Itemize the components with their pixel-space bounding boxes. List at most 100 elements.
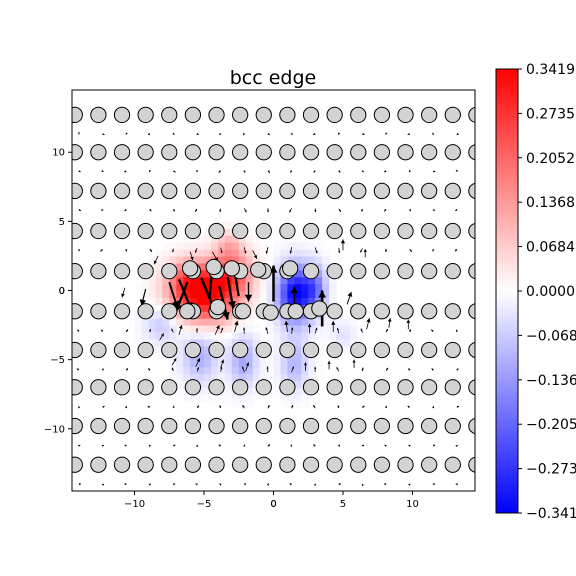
- small-arrow: [101, 169, 104, 173]
- small-arrow: [336, 366, 340, 372]
- field-cell: [204, 331, 212, 340]
- small-arrow: [336, 327, 340, 334]
- atom: [255, 456, 272, 473]
- small-arrow: [195, 328, 199, 333]
- atom: [137, 303, 154, 320]
- field-cell: [190, 283, 198, 292]
- field-cell: [280, 318, 288, 326]
- field-cell: [259, 249, 268, 257]
- field-cell: [266, 290, 275, 299]
- atom: [444, 303, 461, 320]
- field-cell: [204, 242, 212, 250]
- field-cell: [322, 255, 330, 264]
- field-cell: [231, 373, 240, 381]
- field-cell: [287, 297, 295, 305]
- atom: [255, 106, 272, 124]
- field-cell: [266, 373, 275, 381]
- atom: [279, 341, 296, 359]
- field-cell: [155, 276, 163, 285]
- displacement-arrow: [178, 324, 183, 335]
- field-cell: [273, 255, 282, 264]
- field-cell: [315, 262, 323, 271]
- field-cell: [322, 338, 330, 347]
- field-cell: [148, 290, 156, 299]
- field-cell: [308, 325, 316, 333]
- field-cell: [204, 297, 212, 305]
- field-cell: [134, 318, 143, 326]
- atom: [468, 144, 475, 161]
- field-cell: [280, 242, 288, 250]
- field-cell: [315, 283, 323, 292]
- field-cell: [294, 249, 302, 257]
- small-arrow: [78, 405, 81, 409]
- small-arrow: [125, 329, 129, 333]
- field-cell: [176, 345, 184, 354]
- displacement-arrow: [220, 359, 225, 369]
- field-cell: [204, 249, 212, 257]
- field-cell: [176, 387, 184, 395]
- atom: [161, 417, 178, 435]
- field-cell: [329, 283, 337, 292]
- colorbar-tick-label: 0.3419: [526, 62, 575, 78]
- x-tick-label: 5: [340, 499, 346, 510]
- atom: [184, 417, 202, 435]
- atom: [420, 106, 438, 124]
- atom: [302, 144, 320, 161]
- field-cell: [231, 249, 240, 257]
- field-cell: [252, 394, 261, 402]
- small-arrow: [149, 169, 152, 173]
- field-cell: [259, 283, 268, 292]
- field-cell: [287, 235, 295, 243]
- displacement-arrow: [189, 251, 194, 261]
- field-cell: [183, 235, 191, 243]
- small-arrow: [408, 208, 412, 212]
- small-arrow: [361, 367, 364, 372]
- atom: [444, 262, 461, 280]
- atom: [90, 106, 107, 124]
- field-cell: [210, 325, 219, 333]
- field-cell: [162, 325, 170, 333]
- field-cell: [183, 352, 191, 361]
- atom: [113, 182, 131, 200]
- field-cell: [294, 318, 302, 326]
- field-cell: [155, 352, 163, 361]
- atom: [302, 222, 320, 240]
- colorbar-gradient: [495, 68, 519, 514]
- small-arrow: [384, 444, 387, 447]
- small-arrow: [102, 405, 105, 409]
- atom: [232, 144, 249, 161]
- small-arrow: [361, 170, 364, 173]
- small-arrow: [171, 367, 174, 372]
- atom: [279, 144, 296, 161]
- field-cell: [252, 283, 261, 292]
- field-cell: [155, 249, 163, 257]
- small-arrow: [383, 483, 387, 486]
- field-cell: [134, 338, 143, 347]
- field-cell: [231, 290, 240, 299]
- small-arrow: [456, 132, 459, 136]
- field-cell: [155, 318, 163, 326]
- field-cell: [231, 338, 240, 347]
- atom: [137, 106, 154, 124]
- y-tick-label: 0: [59, 286, 65, 297]
- field-cell: [252, 373, 261, 381]
- field-cell: [336, 331, 344, 340]
- displacement-arrow: [327, 361, 331, 370]
- small-arrow: [194, 247, 198, 253]
- atom: [161, 106, 178, 124]
- atom: [373, 182, 391, 200]
- field-cell: [190, 297, 198, 305]
- field-cell: [224, 242, 233, 250]
- atom: [72, 341, 83, 359]
- field-cell: [259, 255, 268, 264]
- small-arrow: [78, 170, 81, 173]
- field-cell: [224, 235, 233, 243]
- field-cell: [280, 325, 288, 333]
- atom: [72, 222, 83, 240]
- field-cell: [197, 359, 205, 368]
- small-arrow: [101, 483, 105, 486]
- atom: [184, 379, 202, 396]
- field-cell: [190, 276, 198, 285]
- small-arrow: [337, 132, 341, 135]
- field-cell: [183, 373, 191, 381]
